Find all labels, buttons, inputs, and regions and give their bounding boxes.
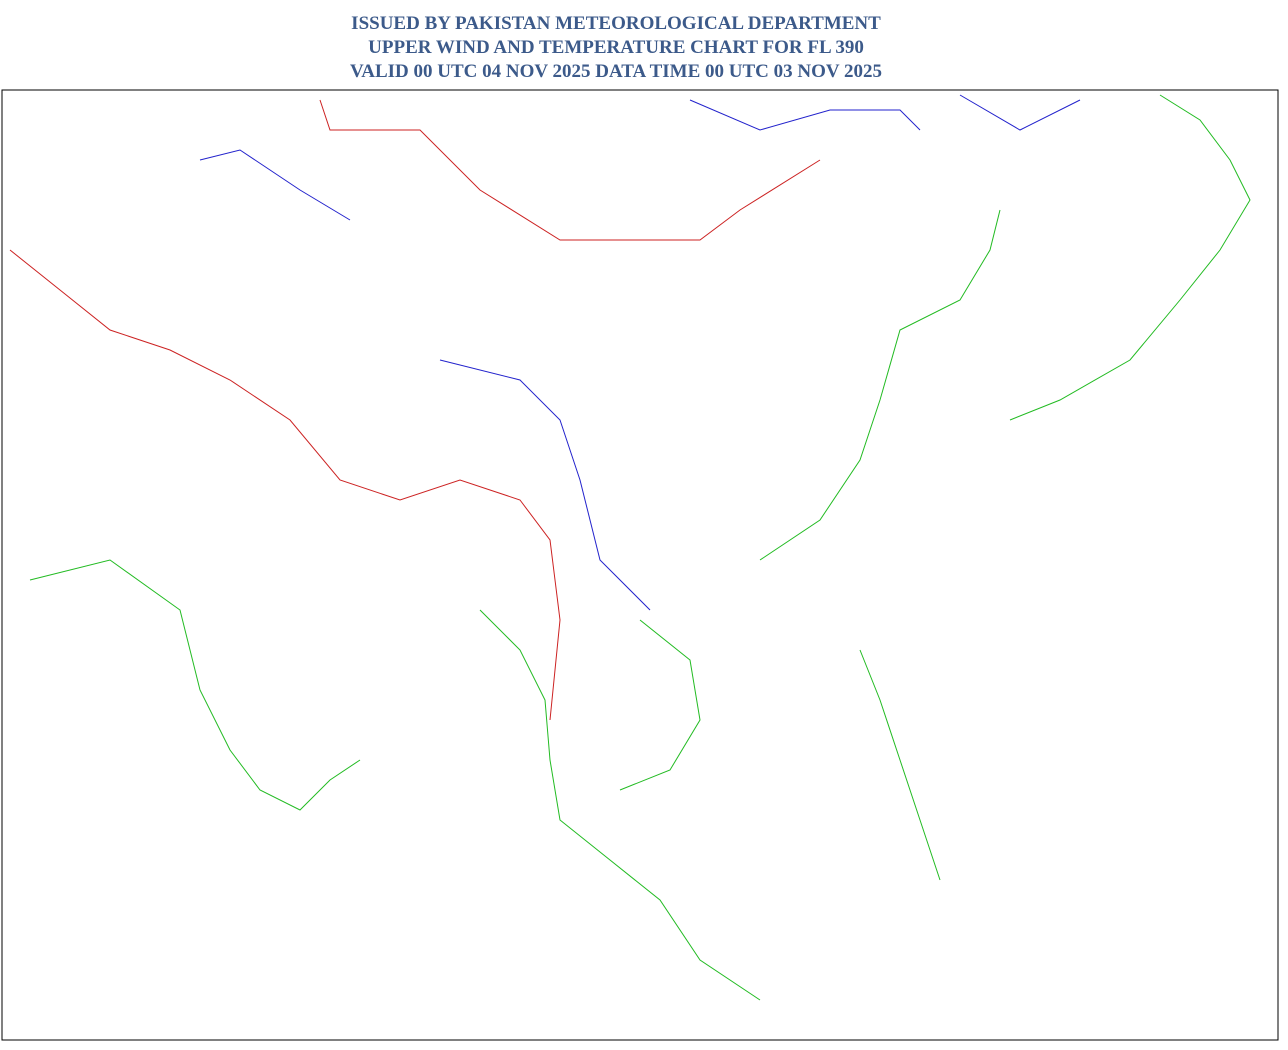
border [9, 249, 561, 721]
coastlines [9, 94, 1251, 1001]
header: ISSUED BY PAKISTAN METEOROLOGICAL DEPART… [0, 12, 1232, 84]
title-line: UPPER WIND AND TEMPERATURE CHART FOR FL … [368, 37, 864, 58]
river [199, 149, 651, 611]
title-line: ISSUED BY PAKISTAN METEOROLOGICAL DEPART… [351, 13, 881, 34]
coast [759, 209, 1001, 561]
coast [859, 649, 941, 881]
coast [619, 619, 701, 791]
coast [1009, 94, 1251, 421]
title-line: VALID 00 UTC 04 NOV 2025 DATA TIME 00 UT… [349, 61, 883, 82]
river [689, 94, 1081, 131]
map-frame [1, 89, 1279, 1041]
coast [479, 609, 761, 1001]
border [319, 99, 821, 241]
coast [29, 559, 361, 811]
